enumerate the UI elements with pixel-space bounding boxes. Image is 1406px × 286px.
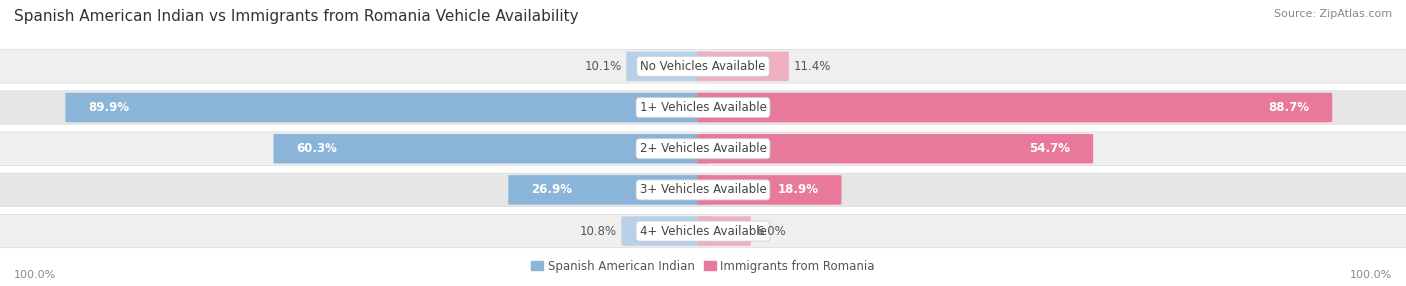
Text: Source: ZipAtlas.com: Source: ZipAtlas.com — [1274, 9, 1392, 19]
Text: 1+ Vehicles Available: 1+ Vehicles Available — [640, 101, 766, 114]
FancyBboxPatch shape — [697, 93, 1333, 122]
Text: 18.9%: 18.9% — [778, 183, 818, 196]
Text: Spanish American Indian vs Immigrants from Romania Vehicle Availability: Spanish American Indian vs Immigrants fr… — [14, 9, 579, 23]
Text: 2+ Vehicles Available: 2+ Vehicles Available — [640, 142, 766, 155]
Legend: Spanish American Indian, Immigrants from Romania: Spanish American Indian, Immigrants from… — [526, 255, 880, 277]
Text: 88.7%: 88.7% — [1268, 101, 1309, 114]
Text: 89.9%: 89.9% — [89, 101, 129, 114]
Text: 10.8%: 10.8% — [579, 225, 616, 238]
Text: 10.1%: 10.1% — [585, 60, 621, 73]
Text: No Vehicles Available: No Vehicles Available — [640, 60, 766, 73]
FancyBboxPatch shape — [697, 51, 789, 81]
FancyBboxPatch shape — [0, 50, 1406, 83]
FancyBboxPatch shape — [66, 93, 709, 122]
FancyBboxPatch shape — [627, 51, 709, 81]
FancyBboxPatch shape — [697, 175, 841, 205]
Text: 60.3%: 60.3% — [297, 142, 337, 155]
Text: 100.0%: 100.0% — [14, 270, 56, 280]
Text: 3+ Vehicles Available: 3+ Vehicles Available — [640, 183, 766, 196]
Text: 54.7%: 54.7% — [1029, 142, 1070, 155]
Text: 11.4%: 11.4% — [793, 60, 831, 73]
Text: 4+ Vehicles Available: 4+ Vehicles Available — [640, 225, 766, 238]
Text: 100.0%: 100.0% — [1350, 270, 1392, 280]
Text: 6.0%: 6.0% — [756, 225, 786, 238]
FancyBboxPatch shape — [621, 216, 709, 246]
FancyBboxPatch shape — [0, 91, 1406, 124]
FancyBboxPatch shape — [697, 216, 751, 246]
FancyBboxPatch shape — [0, 173, 1406, 206]
FancyBboxPatch shape — [0, 132, 1406, 165]
FancyBboxPatch shape — [697, 134, 1094, 164]
FancyBboxPatch shape — [509, 175, 709, 205]
FancyBboxPatch shape — [273, 134, 709, 164]
Text: 26.9%: 26.9% — [531, 183, 572, 196]
FancyBboxPatch shape — [0, 214, 1406, 248]
